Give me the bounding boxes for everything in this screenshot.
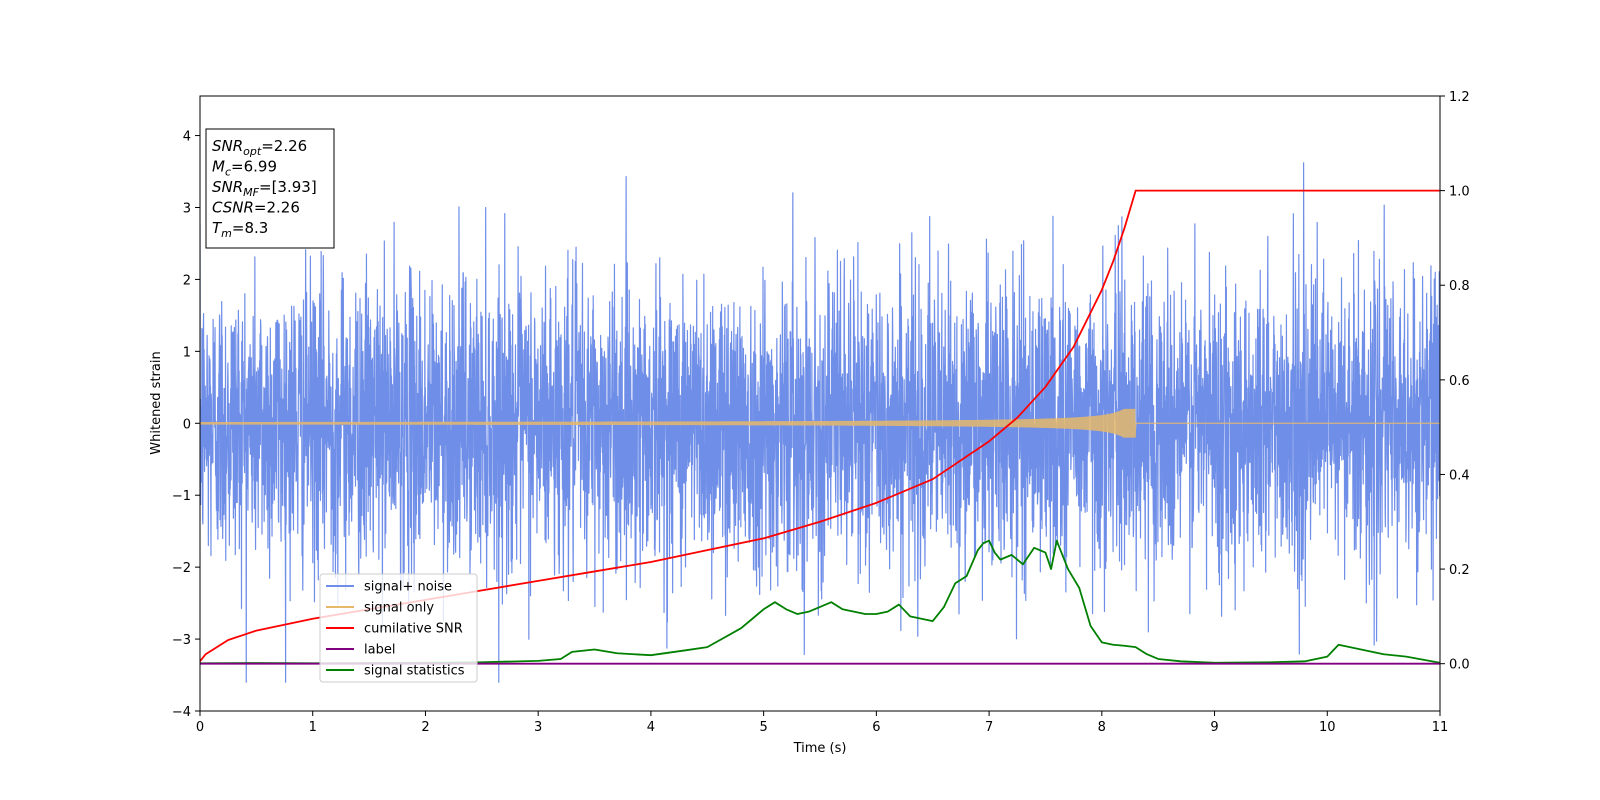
x-axis-label: Time (s) [793,741,847,756]
y-tick-label: −3 [172,633,191,648]
y2-tick-label: 0.8 [1449,279,1470,294]
y2-tick-label: 0.6 [1449,374,1470,389]
y2-tick-label: 0.4 [1449,468,1470,483]
x-tick-label: 9 [1210,720,1218,735]
y2-tick-label: 1.2 [1449,90,1470,105]
legend: signal+ noise signal only cumilative SNR la… [319,573,478,683]
legend-label: label [364,643,395,658]
annotation-line: SNRMF=[3.93] [212,178,317,199]
series-signal-noise [200,162,1440,683]
x-tick-label: 10 [1319,720,1336,735]
legend-label: cumilative SNR [364,622,463,637]
x-tick-label: 11 [1432,720,1449,735]
legend-label: signal+ noise [364,580,452,595]
x-tick-label: 4 [647,720,655,735]
y-tick-label: 2 [183,273,191,288]
x-tick-label: 6 [872,720,880,735]
x-tick-label: 3 [534,720,542,735]
y2-tick-label: 1.0 [1449,185,1470,200]
series-signal-only [200,408,1440,438]
annotation-frame [205,128,335,249]
legend-label: signal only [364,601,434,616]
legend-label: signal statistics [364,664,465,679]
y-tick-label: −1 [172,489,191,504]
y-tick-label: 1 [183,345,191,360]
x-tick-label: 2 [421,720,429,735]
y-tick-label: −4 [172,705,191,720]
x-tick-label: 0 [196,720,204,735]
annotation-line: CSNR=2.26 [212,199,300,217]
plot-frame [199,95,1441,712]
y-tick-label: 4 [183,130,191,145]
annotation-line: SNRopt=2.26 [212,137,307,158]
y2-tick-label: 0.2 [1449,563,1470,578]
y-tick-label: 0 [183,417,191,432]
legend-frame [319,573,478,683]
y-tick-label: −2 [172,561,191,576]
x-tick-label: 8 [1098,720,1106,735]
x-tick-label: 1 [309,720,317,735]
series-signal-statistics [200,539,1440,665]
axes: 0 1 2 3 4 5 6 7 8 9 10 11 −4 −3 −2 −1 0 1 2 3 4 0.0 0.2 0.4 0.6 0… [172,90,1470,735]
x-tick-label: 5 [759,720,767,735]
y-tick-label: 3 [183,201,191,216]
annotation-line: Tm=8.3 [212,219,268,240]
annotation-line: Mc=6.99 [212,158,277,179]
y2-tick-label: 0.0 [1449,658,1470,673]
x-tick-label: 7 [985,720,993,735]
y-axis-label: Whitened strain [149,351,164,454]
